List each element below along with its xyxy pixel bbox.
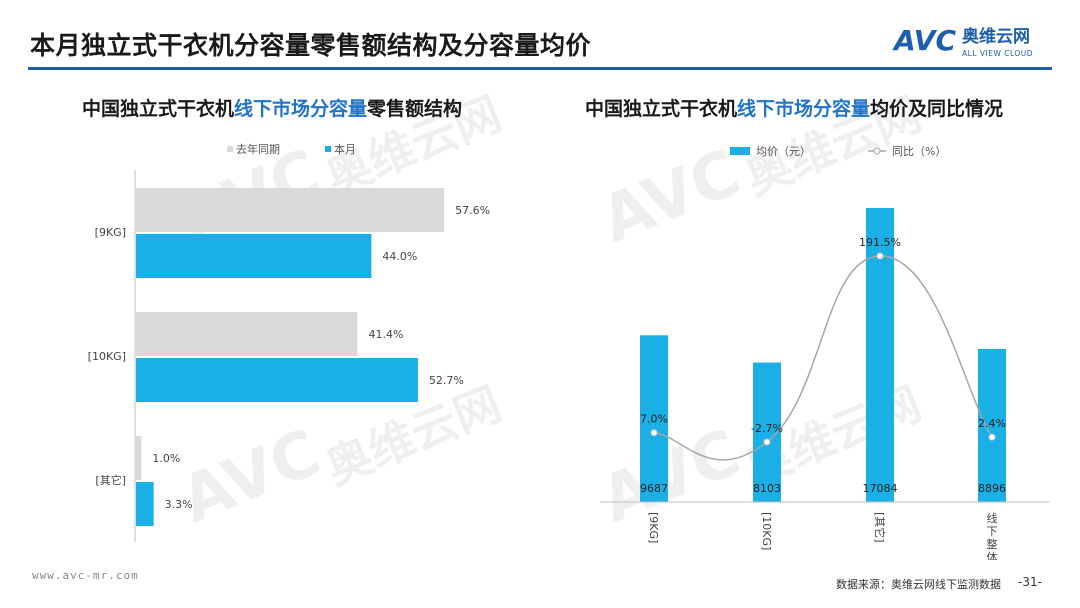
yoy-line xyxy=(653,255,993,461)
bar-value-label: 52.7% xyxy=(429,374,464,387)
legend-label-this-month: 本月 xyxy=(334,142,356,156)
avc-logo-mark: AVC 奥维云网 ALL VIEW CLOUD xyxy=(892,24,1033,58)
left-title-highlight: 线下市场分容量 xyxy=(234,98,368,120)
category-label: [10KG] xyxy=(88,350,126,363)
category-label-char: 下 xyxy=(987,525,998,538)
yoy-point xyxy=(988,433,996,441)
bar-this-month xyxy=(136,358,418,402)
column-avg-price xyxy=(978,348,1006,502)
yoy-value-label: 191.5% xyxy=(859,236,901,249)
column-avg-price xyxy=(866,208,894,502)
yoy-value-label: -2.7% xyxy=(751,422,783,435)
footer-source: 数据来源：奥维云网线下监测数据 xyxy=(836,578,1001,591)
legend-swatch-this-month xyxy=(325,146,331,152)
page-title: 本月独立式干衣机分容量零售额结构及分容量均价 xyxy=(30,31,592,60)
category-label-char: 体 xyxy=(987,550,998,560)
bar-value-label: 57.6% xyxy=(455,204,490,217)
category-label-char: 线 xyxy=(987,511,998,525)
bar-value-label: 3.3% xyxy=(165,498,193,511)
bar-this-month xyxy=(136,482,154,526)
footer-url: www.avc-mr.com xyxy=(32,569,139,582)
left-title-part2: 零售额结构 xyxy=(367,98,463,120)
right-title-part1: 中国独立式干衣机 xyxy=(585,98,738,120)
right-title-part2: 均价及同比情况 xyxy=(870,98,1004,120)
bar-this-month xyxy=(136,234,372,278)
category-label: [9KG] xyxy=(647,512,660,543)
bar-value-label: 41.4% xyxy=(368,328,403,341)
logo-en-text: ALL VIEW CLOUD xyxy=(962,49,1033,58)
right-combo-chart: 均价（元） 同比（%） 9687 8103 17084 8896 [9KG] [10KG] [其… xyxy=(600,145,1050,560)
bar-last-year xyxy=(136,312,358,356)
legend-label-avg-price: 均价（元） xyxy=(756,145,811,158)
logo-mark-text: AVC xyxy=(892,24,956,57)
bar-value-label: 44.0% xyxy=(382,250,417,263)
yoy-value-label: 2.4% xyxy=(978,417,1006,430)
yoy-value-label: 7.0% xyxy=(640,413,668,426)
yoy-point xyxy=(763,438,771,446)
page-number: -31- xyxy=(1018,575,1042,589)
legend-label-yoy: 同比（%） xyxy=(892,145,946,158)
left-chart-title: 中国独立式干衣机线下市场分容量零售额结构 xyxy=(82,94,462,121)
column-value-label: 17084 xyxy=(863,482,898,495)
legend-swatch-avg-price xyxy=(730,147,750,155)
column-value-label: 8896 xyxy=(978,482,1006,495)
category-label-char: 整 xyxy=(987,537,998,551)
column-avg-price xyxy=(640,335,668,502)
column-value-label: 9687 xyxy=(640,482,668,495)
left-title-part1: 中国独立式干衣机 xyxy=(82,98,235,120)
legend-marker-yoy xyxy=(873,147,881,155)
right-title-highlight: 线下市场分容量 xyxy=(737,98,871,120)
left-bar-chart: 去年同期 本月 57.6% 44.0% [9KG] 41.4% 52.7% [10KG] 1.0… xyxy=(88,142,490,542)
yoy-point xyxy=(650,429,658,437)
category-label: [其它] xyxy=(95,473,126,487)
bar-last-year xyxy=(136,436,142,480)
legend-swatch-last-year xyxy=(227,146,233,152)
legend-label-last-year: 去年同期 xyxy=(236,142,280,156)
logo-cn-text: 奥维云网 xyxy=(962,26,1030,47)
category-label: [9KG] xyxy=(95,226,126,239)
header-divider xyxy=(28,67,1052,70)
yoy-point xyxy=(876,252,884,260)
bar-value-label: 1.0% xyxy=(152,452,180,465)
category-label: [其它] xyxy=(873,512,887,543)
avc-logo: AVC 奥维云网 ALL VIEW CLOUD xyxy=(892,20,1057,64)
category-label: [10KG] xyxy=(760,512,773,550)
right-chart-title: 中国独立式干衣机线下市场分容量均价及同比情况 xyxy=(585,94,1003,121)
column-value-label: 8103 xyxy=(753,482,781,495)
bar-last-year xyxy=(136,188,445,232)
